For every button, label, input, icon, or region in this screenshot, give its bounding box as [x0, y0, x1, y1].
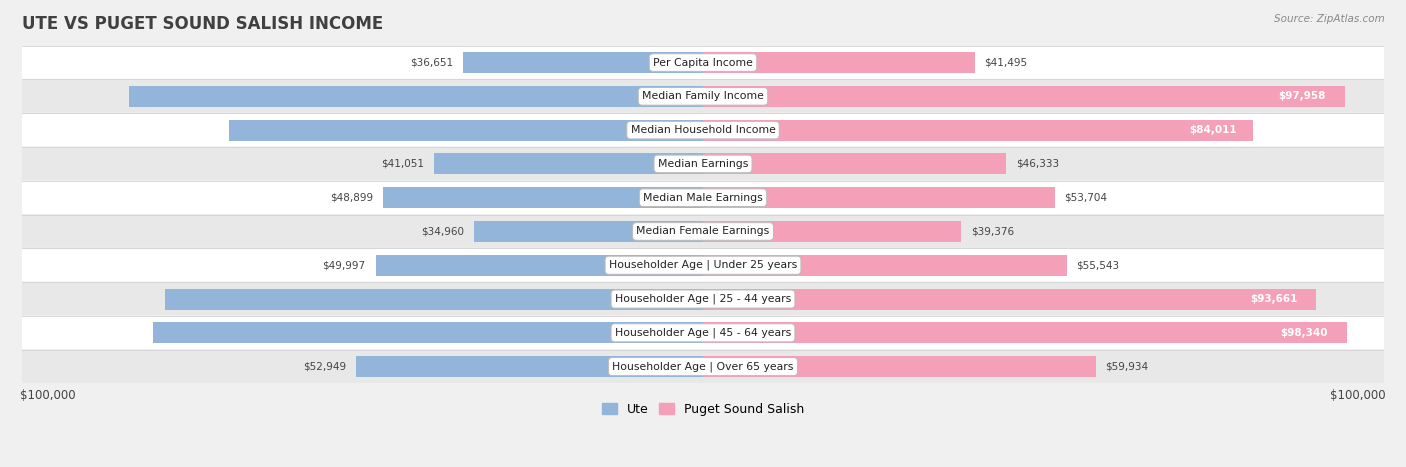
Bar [703, 255, 1067, 276]
Text: $49,997: $49,997 [322, 260, 366, 270]
Text: UTE VS PUGET SOUND SALISH INCOME: UTE VS PUGET SOUND SALISH INCOME [22, 15, 382, 33]
Text: $48,899: $48,899 [330, 193, 373, 203]
FancyBboxPatch shape [22, 80, 1384, 113]
Text: $87,596: $87,596 [686, 92, 734, 101]
Text: Median Earnings: Median Earnings [658, 159, 748, 169]
Text: $39,376: $39,376 [970, 226, 1014, 236]
Text: Householder Age | 45 - 64 years: Householder Age | 45 - 64 years [614, 327, 792, 338]
Bar [375, 255, 703, 276]
Text: Householder Age | Under 25 years: Householder Age | Under 25 years [609, 260, 797, 270]
Text: Householder Age | Over 65 years: Householder Age | Over 65 years [612, 361, 794, 372]
Text: $41,051: $41,051 [381, 159, 425, 169]
Text: $34,960: $34,960 [422, 226, 464, 236]
Text: $59,934: $59,934 [1105, 361, 1149, 372]
Text: $83,937: $83,937 [686, 328, 734, 338]
Text: $93,661: $93,661 [1251, 294, 1298, 304]
FancyBboxPatch shape [22, 283, 1384, 315]
Text: $98,340: $98,340 [1281, 328, 1327, 338]
Bar [703, 289, 1316, 310]
Text: Median Female Earnings: Median Female Earnings [637, 226, 769, 236]
Text: $82,166: $82,166 [688, 294, 734, 304]
Bar [434, 154, 703, 174]
Text: Median Household Income: Median Household Income [630, 125, 776, 135]
Bar [703, 86, 1344, 107]
Text: Householder Age | 25 - 44 years: Householder Age | 25 - 44 years [614, 294, 792, 304]
Text: $53,704: $53,704 [1064, 193, 1108, 203]
FancyBboxPatch shape [22, 249, 1384, 282]
Bar [382, 187, 703, 208]
Text: $36,651: $36,651 [411, 57, 453, 68]
Text: $97,958: $97,958 [1278, 92, 1326, 101]
Text: $52,949: $52,949 [304, 361, 346, 372]
Bar [703, 187, 1054, 208]
Bar [153, 322, 703, 343]
FancyBboxPatch shape [22, 182, 1384, 214]
Bar [463, 52, 703, 73]
Text: Median Family Income: Median Family Income [643, 92, 763, 101]
FancyBboxPatch shape [22, 148, 1384, 180]
Text: $41,495: $41,495 [984, 57, 1028, 68]
Bar [703, 52, 974, 73]
Text: $46,333: $46,333 [1017, 159, 1059, 169]
Bar [703, 154, 1007, 174]
Text: $84,011: $84,011 [1189, 125, 1237, 135]
Text: Median Male Earnings: Median Male Earnings [643, 193, 763, 203]
FancyBboxPatch shape [22, 215, 1384, 248]
FancyBboxPatch shape [22, 114, 1384, 146]
Bar [165, 289, 703, 310]
Text: Source: ZipAtlas.com: Source: ZipAtlas.com [1274, 14, 1385, 24]
Bar [703, 356, 1095, 377]
FancyBboxPatch shape [22, 46, 1384, 79]
Bar [229, 120, 703, 141]
Legend: Ute, Puget Sound Salish: Ute, Puget Sound Salish [598, 398, 808, 421]
FancyBboxPatch shape [22, 350, 1384, 383]
Text: Per Capita Income: Per Capita Income [652, 57, 754, 68]
Bar [356, 356, 703, 377]
Bar [703, 322, 1347, 343]
Bar [703, 120, 1253, 141]
FancyBboxPatch shape [22, 317, 1384, 349]
Text: $55,543: $55,543 [1077, 260, 1119, 270]
Bar [474, 221, 703, 242]
Text: $72,402: $72,402 [689, 125, 737, 135]
Bar [703, 221, 960, 242]
Bar [129, 86, 703, 107]
